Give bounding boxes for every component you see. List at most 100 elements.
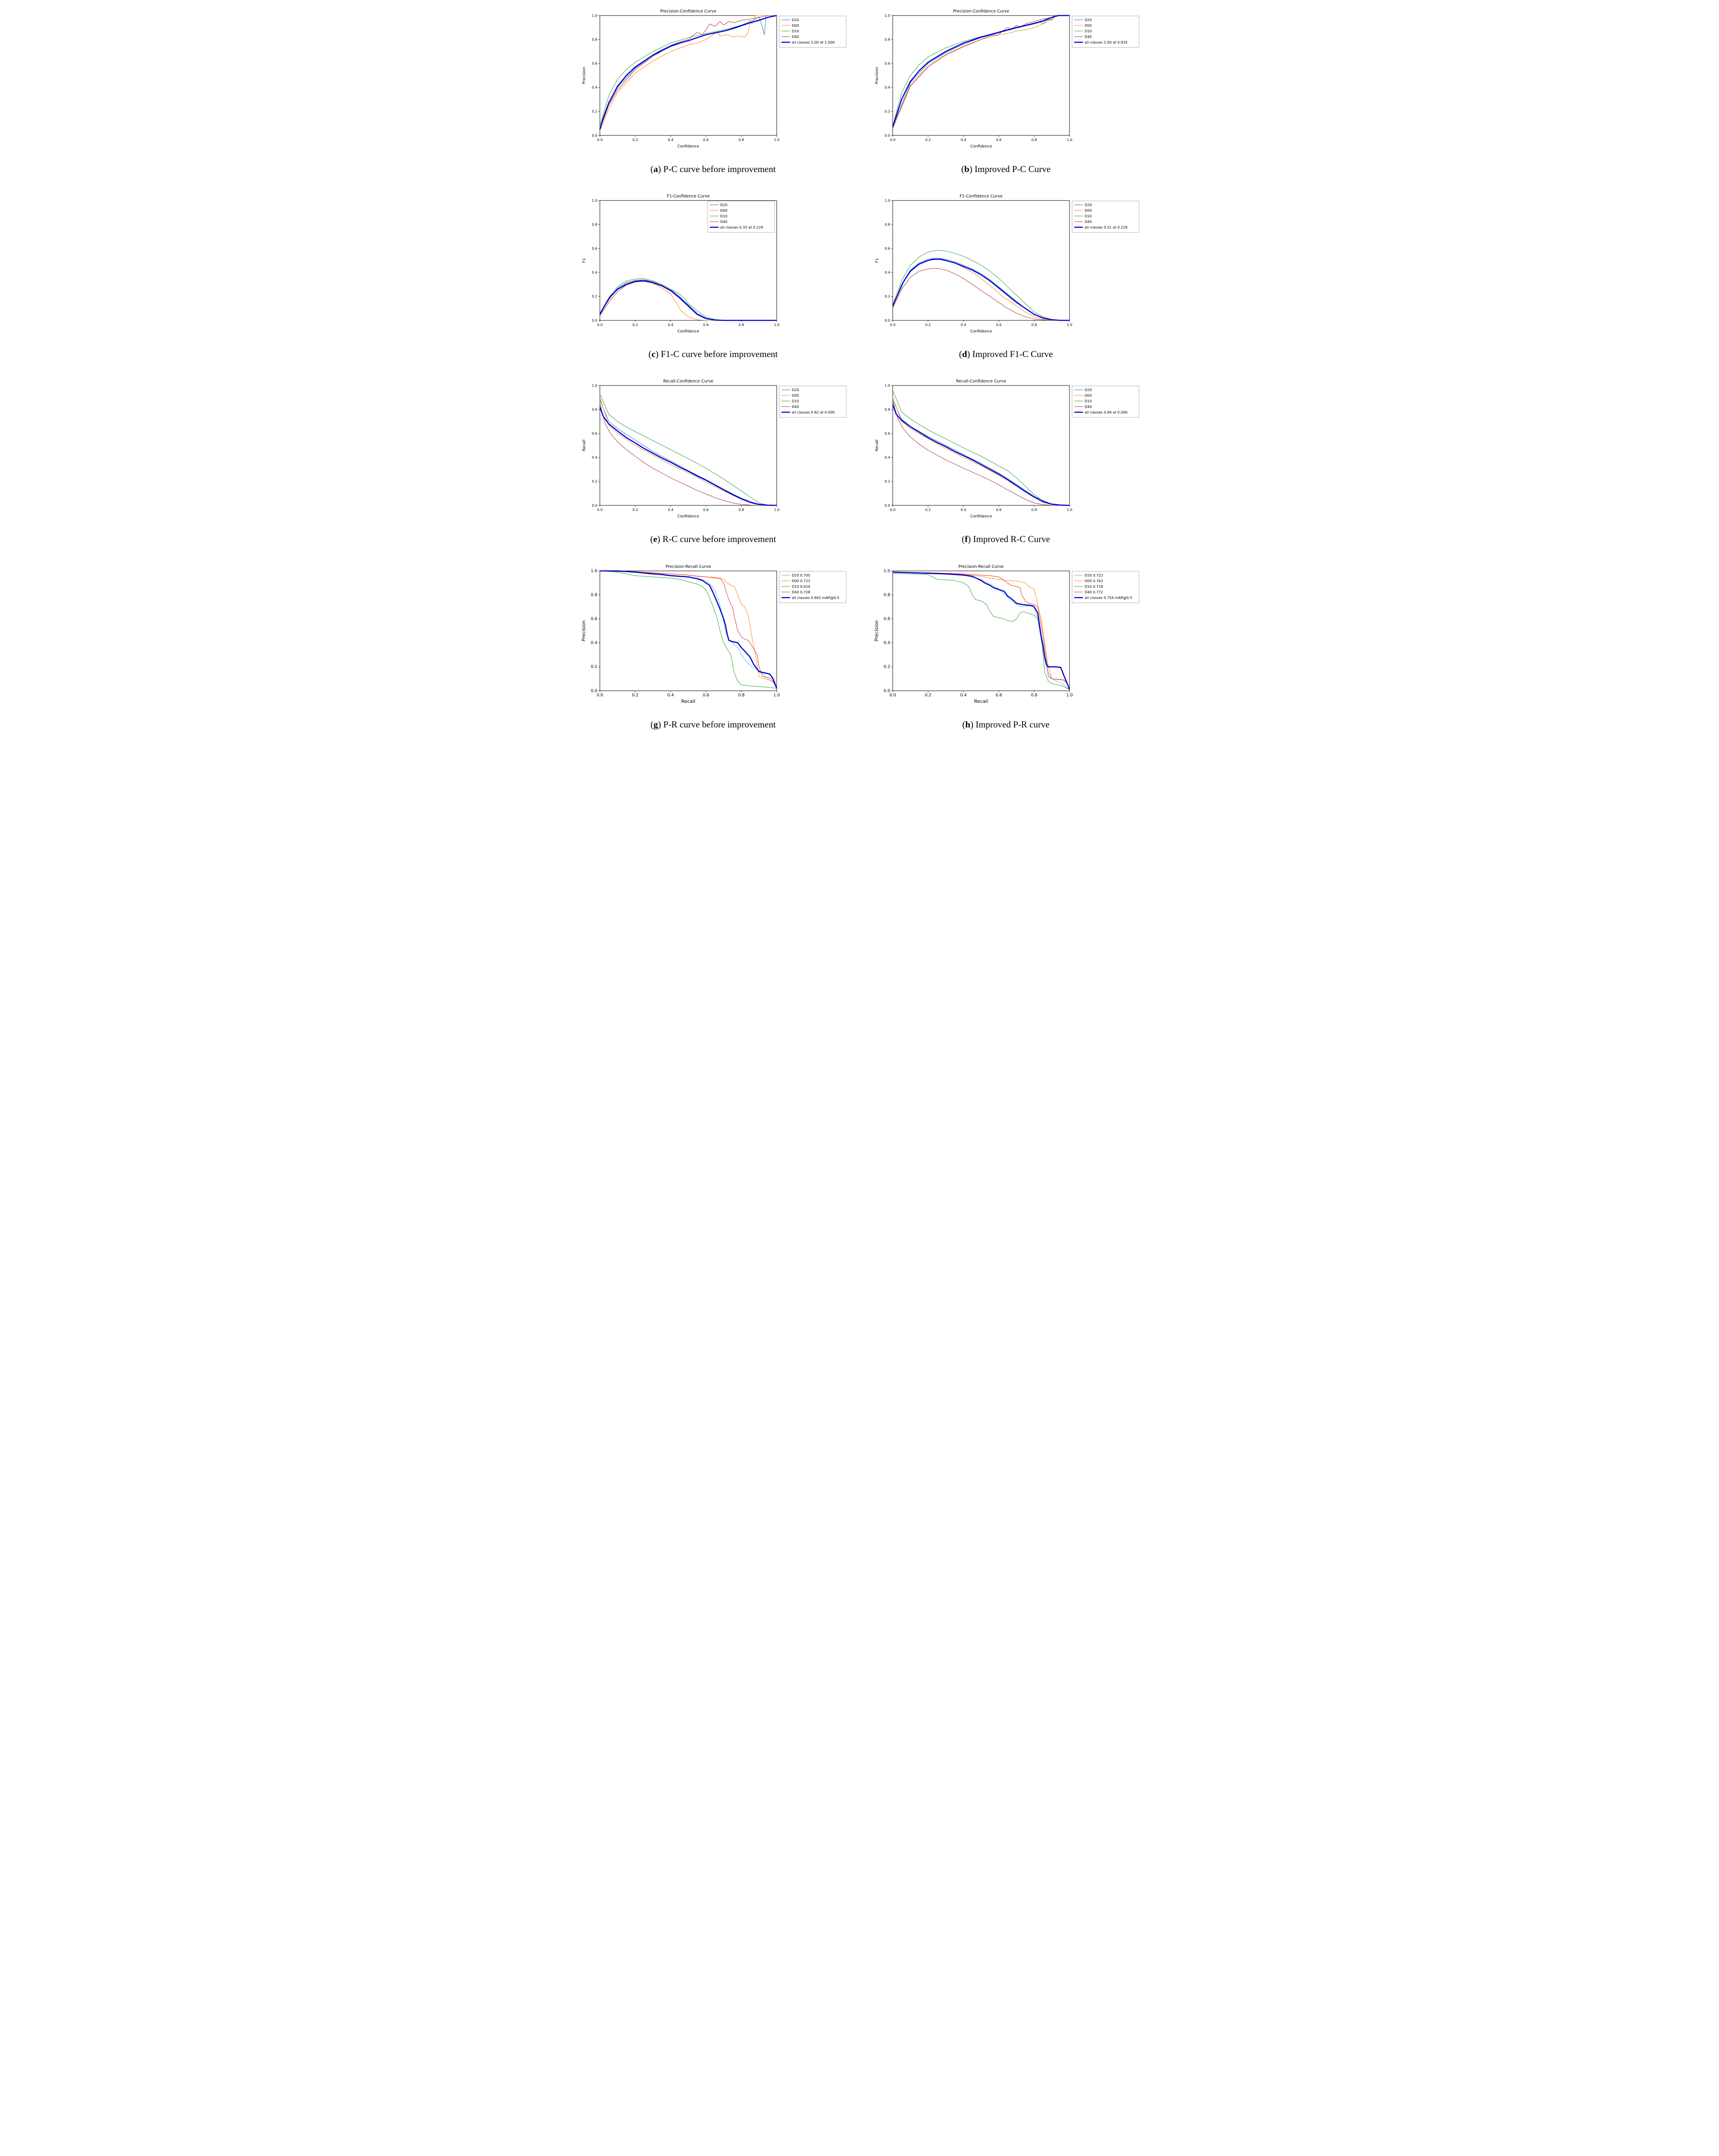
- svg-text:1.0: 1.0: [883, 568, 890, 573]
- svg-text:0.4: 0.4: [883, 640, 890, 645]
- svg-text:0.8: 0.8: [1031, 693, 1037, 698]
- svg-text:0.2: 0.2: [632, 508, 638, 512]
- svg-text:D20: D20: [1085, 18, 1092, 22]
- svg-text:0.4: 0.4: [592, 456, 597, 460]
- svg-text:0.6: 0.6: [995, 693, 1002, 698]
- caption-h: (h) Improved P-R curve: [962, 719, 1050, 730]
- svg-text:0.4: 0.4: [885, 271, 890, 275]
- svg-text:0.4: 0.4: [885, 456, 890, 460]
- svg-text:0.4: 0.4: [592, 271, 597, 275]
- caption-text-d: Improved F1-C Curve: [972, 349, 1053, 360]
- caption-e: (e) R-C curve before improvement: [650, 534, 776, 545]
- caption-letter-d: d: [962, 349, 967, 360]
- svg-text:0.8: 0.8: [885, 223, 890, 227]
- svg-text:all classes 1.00 at 1.000: all classes 1.00 at 1.000: [792, 40, 835, 44]
- svg-text:0.4: 0.4: [668, 138, 673, 142]
- svg-text:Confidence: Confidence: [970, 514, 992, 519]
- svg-text:0.0: 0.0: [889, 693, 896, 698]
- svg-text:D40: D40: [792, 34, 799, 39]
- svg-text:0.8: 0.8: [592, 38, 597, 41]
- svg-text:0.0: 0.0: [590, 688, 597, 693]
- caption-g: (g) P-R curve before improvement: [650, 719, 776, 730]
- svg-text:0.4: 0.4: [668, 323, 673, 327]
- svg-text:0.6: 0.6: [590, 617, 597, 621]
- svg-text:0.6: 0.6: [592, 432, 597, 436]
- precision-recall-chart-improved: Precision-Recall Curve 0.0 0.2 0.4 0.6 0.8 1.0…: [872, 562, 1140, 711]
- svg-text:D20: D20: [792, 18, 799, 22]
- svg-text:D20: D20: [1085, 388, 1092, 392]
- svg-text:D10: D10: [792, 29, 799, 33]
- svg-text:0.0: 0.0: [890, 323, 895, 327]
- svg-text:D10: D10: [1085, 29, 1092, 33]
- svg-text:0.6: 0.6: [703, 323, 709, 327]
- svg-text:0.0: 0.0: [890, 508, 895, 512]
- svg-text:Confidence: Confidence: [970, 329, 992, 334]
- svg-text:Precision-Confidence Curve: Precision-Confidence Curve: [660, 9, 716, 14]
- svg-text:0.6: 0.6: [883, 617, 890, 621]
- f1-confidence-chart-before: F1-Confidence Curve 0.0 0.2 0.4 0.6 0.8 1.0 0.0…: [579, 192, 847, 342]
- svg-text:D00 0.723: D00 0.723: [792, 578, 810, 583]
- caption-text-a: P-C curve before improvement: [663, 164, 776, 174]
- caption-text-h: Improved P-R curve: [976, 719, 1050, 730]
- svg-text:Confidence: Confidence: [677, 329, 699, 334]
- svg-text:D40: D40: [1085, 34, 1092, 39]
- svg-text:0.6: 0.6: [703, 508, 709, 512]
- svg-text:0.6: 0.6: [996, 508, 1001, 512]
- svg-text:1.0: 1.0: [590, 568, 597, 573]
- svg-text:0.0: 0.0: [596, 693, 603, 698]
- svg-text:0.4: 0.4: [668, 508, 673, 512]
- svg-text:0.4: 0.4: [960, 138, 966, 142]
- svg-text:1.0: 1.0: [885, 14, 890, 18]
- caption-letter-f: f: [965, 534, 968, 545]
- svg-text:Confidence: Confidence: [677, 514, 699, 519]
- svg-text:0.6: 0.6: [592, 62, 597, 66]
- svg-text:0.0: 0.0: [885, 504, 890, 508]
- svg-text:Precision-Recall Curve: Precision-Recall Curve: [958, 564, 1004, 569]
- svg-text:D40 0.728: D40 0.728: [792, 589, 810, 594]
- svg-text:0.2: 0.2: [885, 295, 890, 298]
- svg-text:0.4: 0.4: [960, 693, 966, 698]
- svg-text:D40: D40: [1085, 219, 1092, 224]
- svg-text:D20: D20: [720, 203, 728, 207]
- panel-d: F1-Confidence Curve 0.0 0.2 0.4 0.6 0.8 1.0 0.0…: [862, 192, 1150, 360]
- svg-text:1.0: 1.0: [1066, 693, 1073, 698]
- charts-grid: Precision-Confidence Curve 0.0 0.2 0.4 0.6 0.…: [569, 7, 1150, 730]
- svg-text:1.0: 1.0: [592, 199, 597, 203]
- svg-text:1.0: 1.0: [773, 693, 780, 698]
- svg-text:0.2: 0.2: [925, 323, 931, 327]
- caption-b: (b) Improved P-C Curve: [961, 164, 1051, 174]
- svg-text:0.6: 0.6: [885, 247, 890, 251]
- caption-letter-g: g: [653, 719, 658, 730]
- svg-text:0.6: 0.6: [703, 693, 709, 698]
- panel-b: Precision-Confidence Curve 0.0 0.2 0.4 0.6 0.…: [862, 7, 1150, 175]
- svg-text:0.8: 0.8: [738, 323, 744, 327]
- svg-text:0.0: 0.0: [592, 319, 597, 323]
- svg-text:D20 0.705: D20 0.705: [792, 573, 810, 577]
- svg-text:1.0: 1.0: [885, 199, 890, 203]
- svg-text:F1: F1: [875, 258, 879, 263]
- svg-text:0.8: 0.8: [1031, 138, 1037, 142]
- svg-text:D00: D00: [1085, 393, 1092, 398]
- panel-h: Precision-Recall Curve 0.0 0.2 0.4 0.6 0.8 1.0…: [862, 562, 1150, 730]
- svg-text:0.8: 0.8: [738, 138, 744, 142]
- svg-text:D00: D00: [792, 23, 799, 28]
- svg-text:0.0: 0.0: [592, 504, 597, 508]
- recall-confidence-chart-improved: Recall-Confidence Curve 0.0 0.2 0.4 0.6 0.8 1.…: [872, 377, 1140, 526]
- svg-text:0.4: 0.4: [960, 323, 966, 327]
- svg-text:Recall: Recall: [875, 440, 879, 451]
- svg-text:0.8: 0.8: [885, 38, 890, 41]
- svg-text:D20: D20: [792, 388, 799, 392]
- svg-text:Recall: Recall: [582, 440, 587, 451]
- svg-text:D40: D40: [792, 404, 799, 409]
- recall-confidence-chart-before: Recall-Confidence Curve 0.0 0.2 0.4 0.6 0.8 1.…: [579, 377, 847, 526]
- svg-text:0.8: 0.8: [883, 592, 890, 597]
- svg-text:D40: D40: [1085, 404, 1092, 409]
- figure-page: Precision-Confidence Curve 0.0 0.2 0.4 0.6 0.…: [567, 0, 1152, 747]
- svg-text:Confidence: Confidence: [970, 144, 992, 149]
- svg-text:0.2: 0.2: [885, 110, 890, 113]
- svg-text:D00 0.763: D00 0.763: [1085, 578, 1103, 583]
- svg-text:0.0: 0.0: [597, 138, 602, 142]
- svg-text:D10: D10: [1085, 399, 1092, 403]
- svg-text:Precision: Precision: [875, 67, 879, 84]
- f1-confidence-chart-improved: F1-Confidence Curve 0.0 0.2 0.4 0.6 0.8 1.0 0.0…: [872, 192, 1140, 342]
